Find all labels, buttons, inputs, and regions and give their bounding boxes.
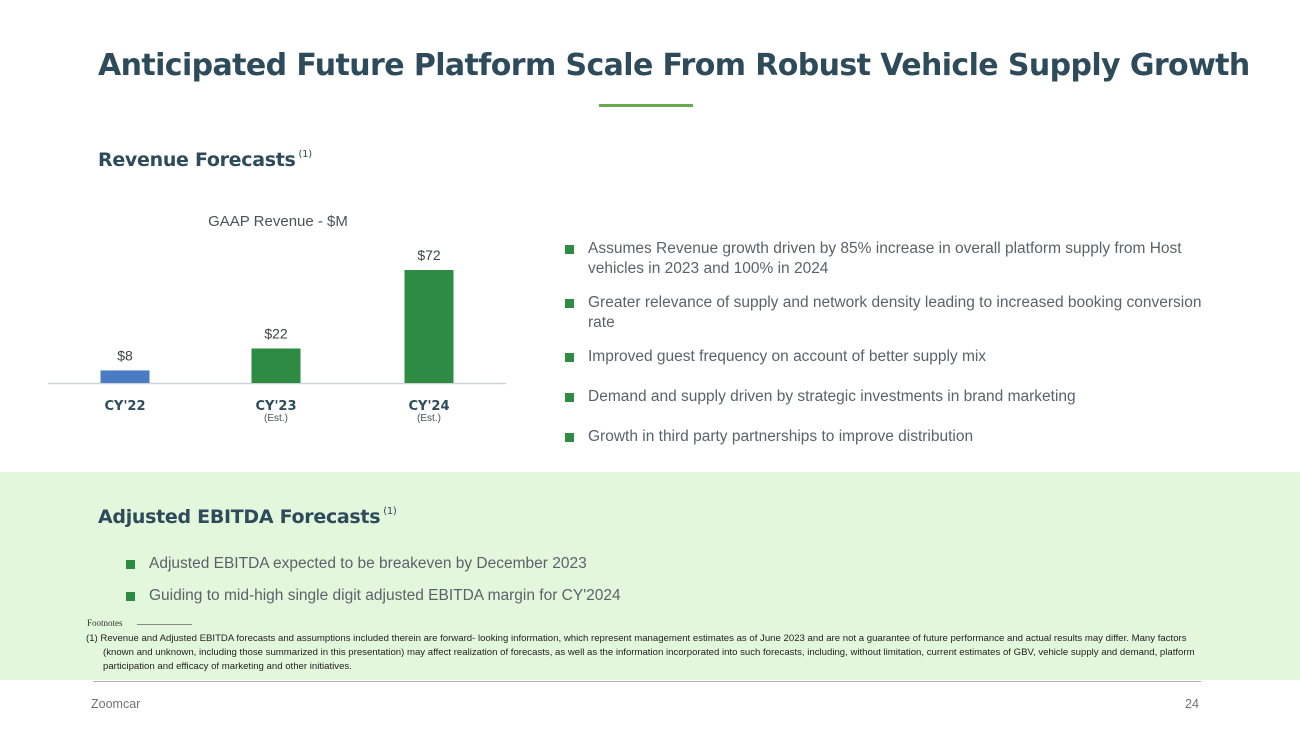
x-tick-label: CY'24 [408,399,449,414]
revenue-bullet-3: Improved guest frequency on account of b… [564,347,1214,367]
bullet-square-icon [565,433,574,442]
footnotes-label: Footnotes [87,618,123,628]
bullet-square-icon [565,393,574,402]
bullet-square-icon [565,353,574,362]
bar-cy22 [100,370,150,383]
ebitda-heading-footnote-ref: (1) [383,505,397,517]
revenue-assumption-list: Assumes Revenue growth driven by 85% inc… [564,239,1214,461]
data-label: $22 [264,325,288,341]
ebitda-bullet-2: Guiding to mid-high single digit adjuste… [125,586,1025,606]
x-tick-label: CY'22 [104,399,145,414]
bullet-square-icon [126,592,135,601]
revenue-heading-footnote-ref: (1) [298,148,313,160]
revenue-bullet-text: Growth in third party partnerships to im… [588,428,974,445]
page-number: 24 [1185,697,1199,711]
revenue-bullet-text: Improved guest frequency on account of b… [588,348,987,365]
revenue-bullet-text: Demand and supply driven by strategic in… [588,388,1076,405]
ebitda-heading-text: Adjusted EBITDA Forecasts [98,506,381,528]
bullet-square-icon [565,245,574,254]
ebitda-forecasts-heading: Adjusted EBITDA Forecasts (1) [98,506,397,528]
bullet-square-icon [565,299,574,308]
data-label: $8 [117,347,133,363]
ebitda-bullet-1: Adjusted EBITDA expected to be breakeven… [125,554,1025,574]
revenue-bullet-text: Assumes Revenue growth driven by 85% inc… [588,240,1182,277]
x-tick-sublabel: (Est.) [264,413,288,424]
revenue-bullet-text: Greater relevance of supply and network … [588,294,1202,331]
revenue-bullet-5: Growth in third party partnerships to im… [564,427,1214,447]
title-underline [599,104,693,107]
footer-divider [93,681,1201,682]
ebitda-bullet-list: Adjusted EBITDA expected to be breakeven… [125,554,1025,618]
x-tick-label: CY'23 [255,399,296,414]
slide-title: Anticipated Future Platform Scale From R… [98,48,1250,83]
ebitda-bullet-text: Adjusted EBITDA expected to be breakeven… [149,555,587,572]
bar-cy24 [404,270,454,383]
footer-brand: Zoomcar [91,697,141,711]
bar-cy23 [251,348,301,383]
bullet-square-icon [126,560,135,569]
revenue-bullet-2: Greater relevance of supply and network … [564,293,1214,333]
ebitda-panel-background [0,472,1300,680]
revenue-bullet-1: Assumes Revenue growth driven by 85% inc… [564,239,1214,279]
footnotes-rule [137,624,192,625]
revenue-heading-text: Revenue Forecasts [98,149,296,171]
x-tick-sublabel: (Est.) [417,413,441,424]
ebitda-bullet-text: Guiding to mid-high single digit adjuste… [149,587,621,604]
footnote-1: (1) Revenue and Adjusted EBITDA forecast… [86,633,1195,672]
revenue-bullet-4: Demand and supply driven by strategic in… [564,387,1214,407]
data-label: $72 [417,247,441,263]
revenue-forecasts-heading: Revenue Forecasts (1) [98,149,312,171]
chart-title: GAAP Revenue - $M [208,213,348,230]
revenue-bar-chart: GAAP Revenue - $M $8CY'22$22CY'23(Est.)$… [48,213,506,424]
